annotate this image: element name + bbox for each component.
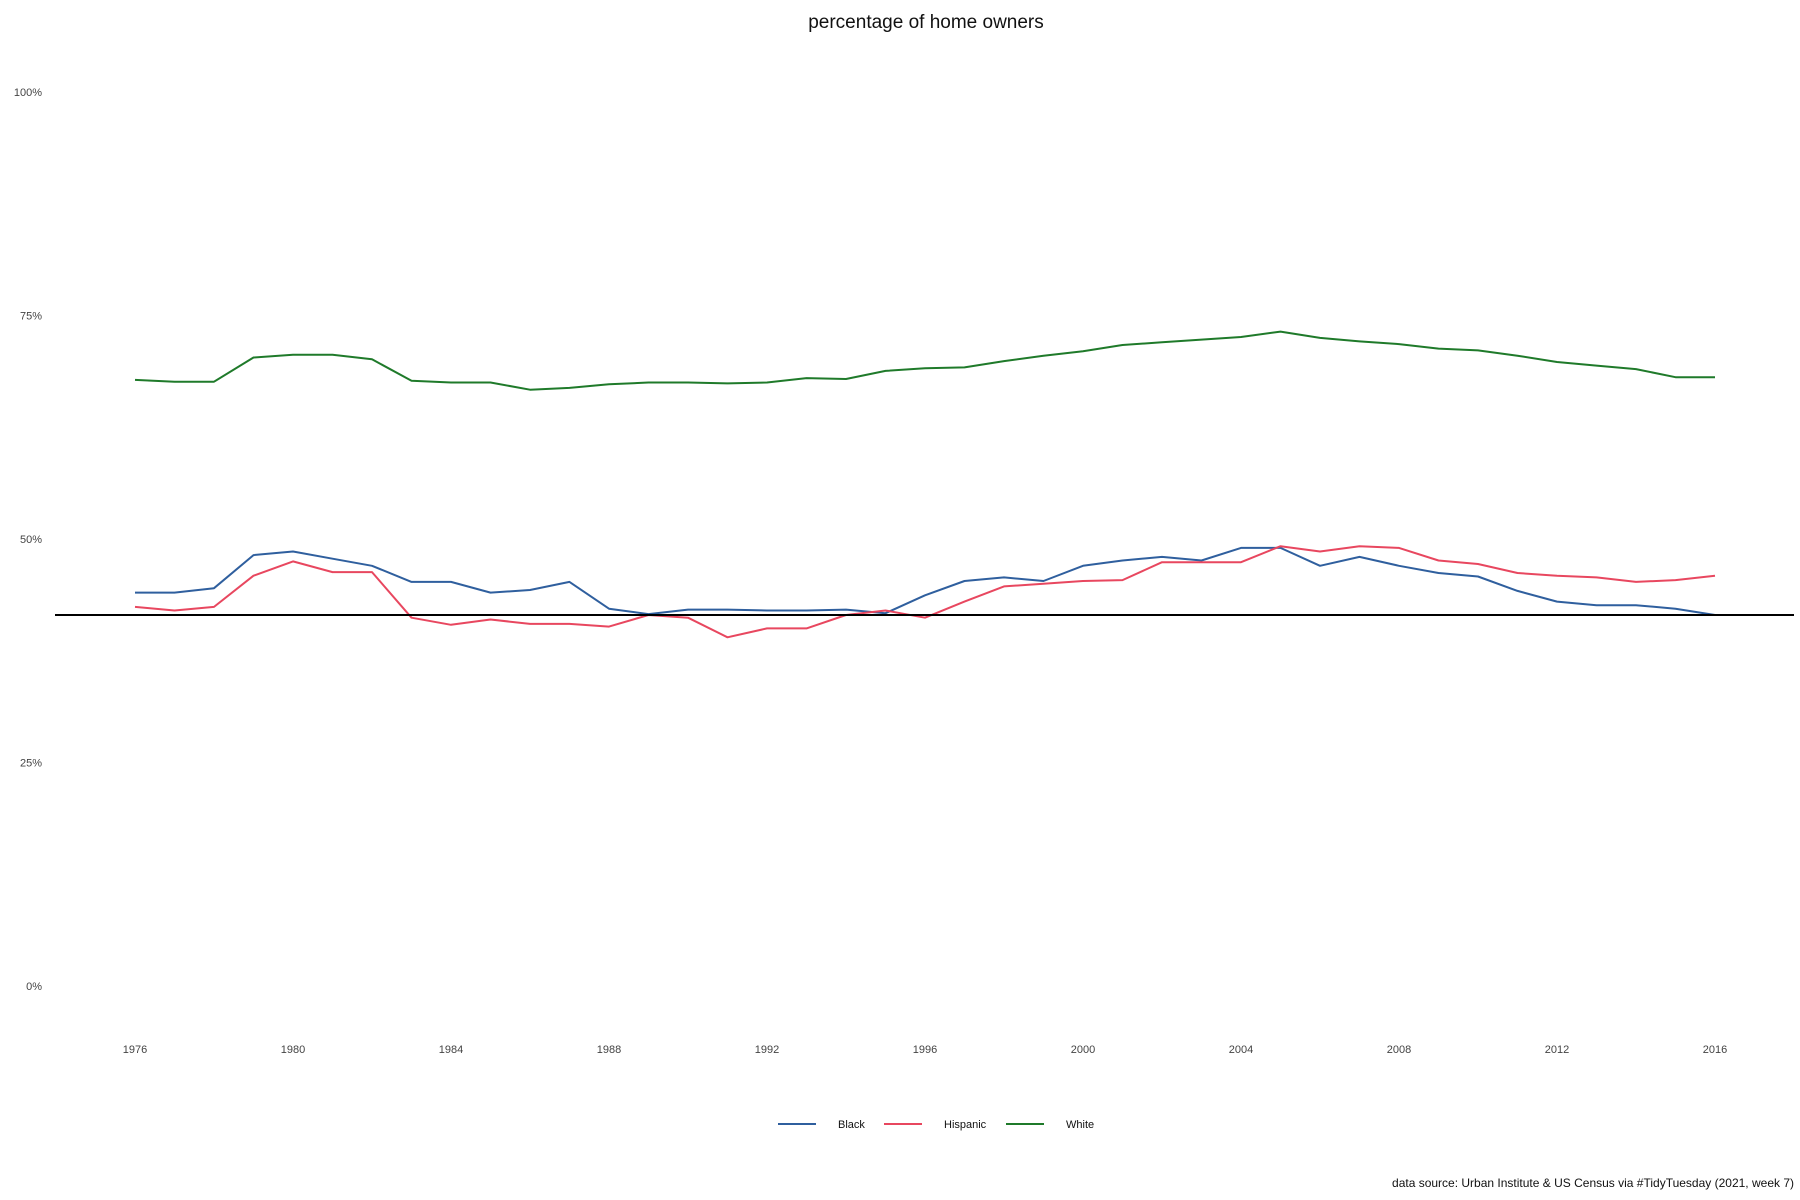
chart-title: percentage of home owners	[808, 12, 1044, 33]
y-axis: 0% 25% 50% 75% 100%	[14, 87, 42, 993]
legend-label-white: White	[1066, 1119, 1094, 1131]
y-tick-label: 0%	[26, 981, 42, 993]
series-line-hispanic	[134, 545, 1716, 639]
legend: Black Hispanic White	[778, 1119, 1094, 1131]
y-tick-label: 25%	[20, 758, 42, 770]
series-line-white	[134, 330, 1715, 391]
x-tick-label: 1984	[439, 1044, 463, 1056]
x-tick-label: 1992	[755, 1044, 779, 1056]
x-tick-label: 1996	[913, 1044, 937, 1056]
x-tick-label: 2016	[1703, 1044, 1727, 1056]
y-tick-label: 100%	[14, 87, 42, 99]
plot-area	[55, 330, 1794, 639]
x-axis: 1976 1980 1984 1988 1992 1996 2000 2004 2008 2012…	[123, 1044, 1727, 1056]
x-tick-label: 2000	[1071, 1044, 1095, 1056]
x-tick-label: 1976	[123, 1044, 147, 1056]
x-tick-label: 2008	[1387, 1044, 1411, 1056]
x-tick-label: 1980	[281, 1044, 305, 1056]
caption: data source: Urban Institute & US Census…	[1392, 1176, 1794, 1190]
legend-label-black: Black	[838, 1119, 865, 1131]
x-tick-label: 1988	[597, 1044, 621, 1056]
x-tick-label: 2012	[1545, 1044, 1569, 1056]
legend-label-hispanic: Hispanic	[944, 1119, 987, 1131]
x-tick-label: 2004	[1229, 1044, 1253, 1056]
series-line-black	[135, 546, 1716, 616]
y-tick-label: 75%	[20, 311, 42, 323]
y-tick-label: 50%	[20, 534, 42, 546]
